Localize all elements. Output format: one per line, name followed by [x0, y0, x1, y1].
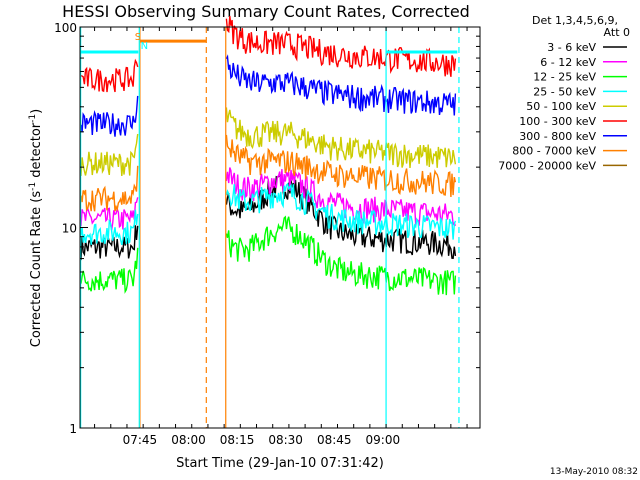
marker-s: S	[135, 32, 141, 43]
legend-entry-label: 100 - 300 keV	[519, 115, 596, 128]
series-line-25-50-kev	[80, 182, 457, 246]
legend-entry-label: 6 - 12 keV	[540, 56, 596, 69]
legend-entry-label: 12 - 25 keV	[533, 71, 596, 84]
series-line-100-300-kev	[80, 15, 457, 93]
x-tick-label: 08:45	[317, 433, 352, 447]
legend: Det 1,3,4,5,6,9,Att 0 3 - 6 keV 6 - 12 keV…	[498, 14, 630, 172]
y-tick-label: 100	[54, 21, 77, 35]
x-axis-label: Start Time (29-Jan-10 07:31:42)	[176, 456, 384, 471]
legend-entry-label: 300 - 800 keV	[519, 130, 596, 143]
series-line-50-100-kev	[80, 107, 457, 177]
series-line-800-7000-kev	[80, 134, 457, 212]
x-tick-label: 09:00	[366, 433, 401, 447]
y-tick-label: 10	[62, 222, 77, 236]
chart-title: HESSI Observing Summary Count Rates, Cor…	[62, 2, 470, 21]
overlay-layer: SN	[80, 27, 460, 428]
marker-n: N	[141, 41, 148, 52]
legend-header-line: Att 0	[604, 26, 630, 39]
legend-entry-label: 3 - 6 keV	[547, 41, 596, 54]
data-layer	[80, 15, 457, 296]
x-tick-label: 08:30	[268, 433, 303, 447]
legend-entry-label: 25 - 50 keV	[533, 85, 596, 98]
x-tick-label: 08:15	[220, 433, 255, 447]
footer-timestamp: 13-May-2010 08:32	[550, 467, 638, 477]
y-axis-label: Corrected Count Rate (s-1 detector-1)	[28, 109, 44, 347]
x-tick-label: 07:45	[123, 433, 158, 447]
legend-header-line: Det 1,3,4,5,6,9,	[532, 14, 618, 27]
legend-entry-label: 7000 - 20000 keV	[498, 159, 596, 172]
x-tick-label: 08:00	[171, 433, 206, 447]
y-tick-label: 1	[69, 422, 77, 436]
legend-entry-label: 800 - 7000 keV	[512, 145, 596, 158]
axis-layer: 07:45 08:00 08:15 08:30 08:45 09:00 1 10 100	[54, 21, 480, 447]
series-line-12-25-kev	[80, 215, 457, 296]
series-line-300-800-kev	[80, 54, 457, 137]
legend-entry-label: 50 - 100 keV	[526, 100, 596, 113]
